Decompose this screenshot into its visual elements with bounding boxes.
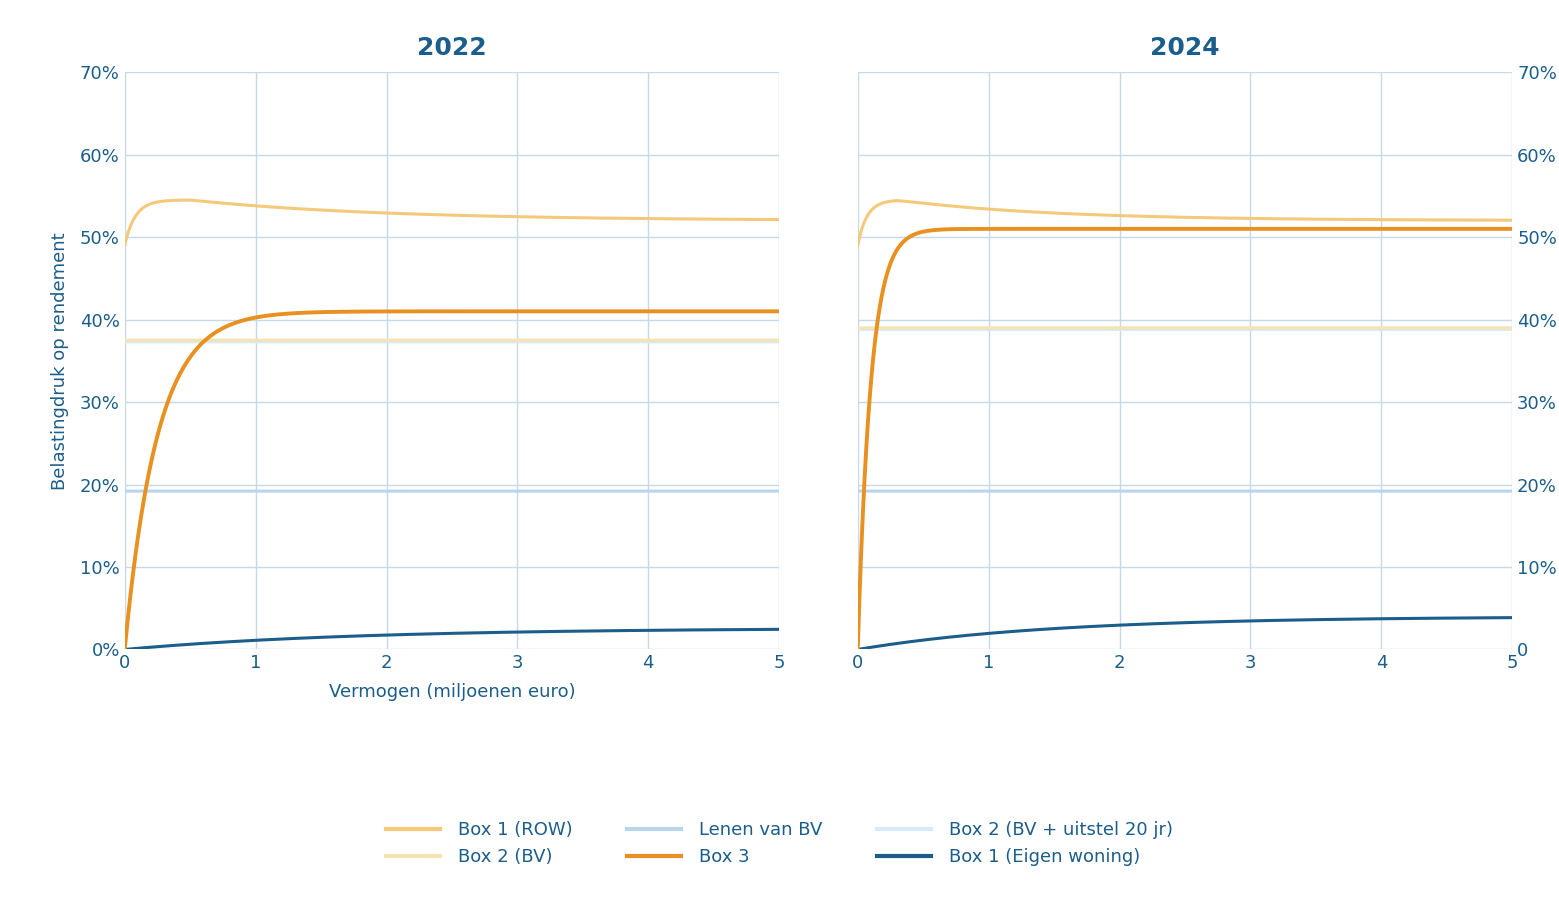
Legend: Box 1 (ROW), Box 2 (BV), Lenen van BV, Box 3, Box 2 (BV + uitstel 20 jr), Box 1 : Box 1 (ROW), Box 2 (BV), Lenen van BV, B… xyxy=(377,812,1182,875)
Y-axis label: Belastingdruk op rendement: Belastingdruk op rendement xyxy=(51,232,69,490)
X-axis label: Vermogen (miljoenen euro): Vermogen (miljoenen euro) xyxy=(329,684,575,702)
Title: 2022: 2022 xyxy=(418,36,486,60)
Title: 2024: 2024 xyxy=(1151,36,1219,60)
